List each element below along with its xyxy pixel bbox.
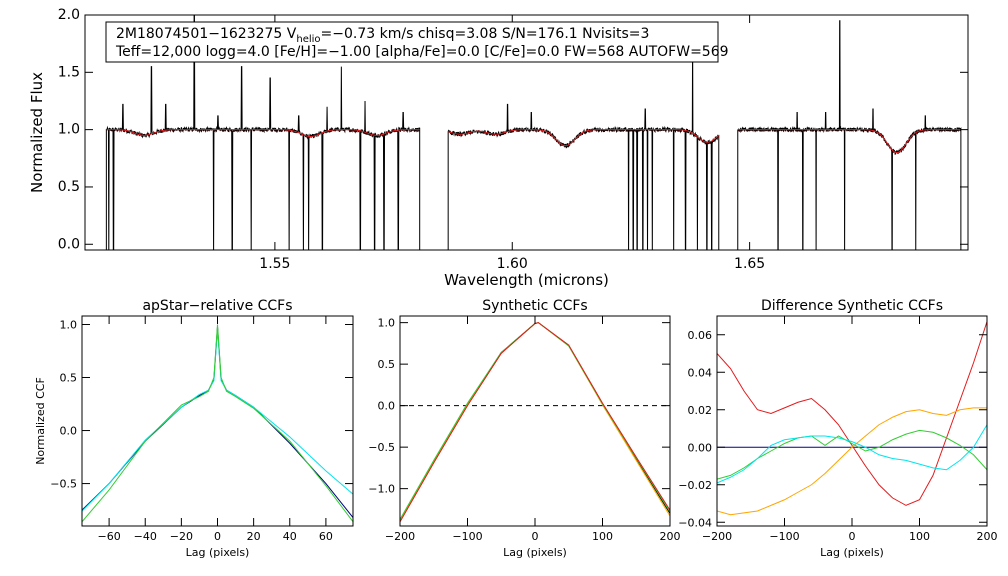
synthetic-ccf-xtick-label: 0 (532, 530, 539, 543)
spectrum-observed-chip-3 (737, 20, 962, 250)
apstar-ccf-xtick-label: 60 (319, 530, 333, 543)
synthetic-ccf-xtick-label: 100 (592, 530, 613, 543)
spectrum-model-chip-1 (106, 129, 420, 138)
difference-ccf-ytick-label: 0.02 (688, 404, 713, 417)
synthetic-ccf-series-syn-2 (400, 322, 670, 522)
difference-ccf-ytick-label: 0.06 (688, 329, 713, 342)
synthetic-ccf-ytick-label: 1.0 (378, 317, 396, 330)
synthetic-ccf-xtick-label: −100 (452, 530, 482, 543)
spectrum-ytick-label: 0.0 (58, 236, 80, 252)
spectrum-xtick-label: 1.55 (259, 256, 290, 272)
difference-ccf-series-diff-green (717, 429, 987, 480)
difference-ccf-series-diff-cyan (717, 424, 987, 484)
spectrum-plot-area (105, 15, 962, 250)
apstar-ccf-xtick-label: −20 (170, 530, 193, 543)
spectrum-ytick-label: 1.5 (58, 64, 80, 80)
spectrum-xtick-label: 1.60 (497, 256, 528, 272)
difference-ccf-ytick-label: −0.04 (678, 516, 712, 529)
apstar-ccf-xtick-label: −40 (134, 530, 157, 543)
annotation-subscript: helio (296, 34, 320, 45)
synthetic-ccf-title: Synthetic CCFs (482, 298, 587, 314)
annotation-values: =−0.73 km/s chisq=3.08 S/N=176.1 Nvisits… (321, 26, 650, 42)
apstar-ccf-series-ccf-2 (82, 328, 353, 512)
spectrum-ytick-label: 2.0 (58, 7, 80, 23)
difference-ccf-axes-frame (716, 315, 988, 527)
spectrum-axes-frame (84, 14, 969, 251)
spectrum-model-chip-2 (448, 129, 720, 147)
synthetic-ccf-ytick-label: 0.0 (378, 400, 396, 413)
difference-ccf-xtick-label: −200 (702, 530, 732, 543)
difference-ccf-xtick-label: 0 (849, 530, 856, 543)
difference-ccf-plot-area (717, 321, 987, 516)
apstar-ccf-ytick-label: −0.5 (50, 478, 77, 491)
synthetic-ccf-series-syn-3 (400, 322, 670, 520)
apstar-ccf-axes-frame (81, 315, 354, 527)
spectrum-ytick-label: 1.0 (58, 122, 80, 138)
apstar-ccf-series-ccf-3 (82, 324, 353, 523)
synthetic-ccf-xlabel: Lag (pixels) (503, 546, 567, 559)
difference-ccf-ytick-label: −0.02 (678, 479, 712, 492)
difference-ccf-xtick-label: −100 (769, 530, 799, 543)
spectrum-model-chip-3 (737, 129, 961, 154)
difference-ccf-xtick-label: 200 (977, 530, 998, 543)
difference-ccf-xtick-label: 100 (909, 530, 930, 543)
apstar-ccf-xtick-label: 20 (247, 530, 261, 543)
apstar-ccf-plot-area (82, 324, 353, 523)
apstar-ccf-ytick-label: 1.0 (60, 318, 78, 331)
spectrum-observed-chip-2 (447, 32, 720, 250)
difference-ccf-series-diff-red (717, 321, 987, 506)
spectrum-ylabel: Normalized Flux (28, 72, 46, 193)
synthetic-ccf-plot-area (400, 322, 670, 523)
synthetic-ccf-axes-frame (399, 315, 671, 527)
spectrum-ytick-label: 0.5 (58, 179, 80, 195)
apstar-ccf-title: apStar−relative CCFs (142, 298, 292, 314)
difference-ccf-series-diff-orange (717, 407, 987, 516)
spectrum-xlabel: Wavelength (microns) (444, 271, 609, 289)
synthetic-ccf-series-syn-4 (400, 322, 670, 523)
spectrum-annotation-line2: Teff=12,000 logg=4.0 [Fe/H]=−1.00 [alpha… (115, 44, 729, 60)
spectrum-xtick-label: 1.65 (734, 256, 765, 272)
synthetic-ccf-xtick-label: 200 (660, 530, 681, 543)
annotation-star-id: 2M18074501−1623275 V (116, 26, 297, 42)
spectrum-annotation-box (105, 21, 719, 63)
spectrum-observed-chip-1 (105, 15, 421, 250)
apstar-ccf-xtick-label: −60 (97, 530, 120, 543)
apstar-ccf-xtick-label: 0 (214, 530, 221, 543)
spectrum-annotation-line1: 2M18074501−1623275 Vhelio=−0.73 km/s chi… (116, 26, 649, 45)
synthetic-ccf-ytick-label: −1.0 (368, 483, 395, 496)
difference-ccf-ytick-label: 0.04 (688, 366, 713, 379)
difference-ccf-ytick-label: 0.00 (688, 441, 713, 454)
synthetic-ccf-series-syn-1 (400, 322, 670, 521)
difference-ccf-title: Difference Synthetic CCFs (761, 298, 943, 314)
difference-ccf-xlabel: Lag (pixels) (820, 546, 884, 559)
apstar-ccf-ylabel: Normalized CCF (34, 377, 47, 465)
synthetic-ccf-ytick-label: 0.5 (378, 358, 396, 371)
apstar-ccf-xtick-label: 40 (283, 530, 297, 543)
synthetic-ccf-xtick-label: −200 (385, 530, 415, 543)
apstar-ccf-xlabel: Lag (pixels) (186, 546, 250, 559)
apstar-ccf-ytick-label: 0.0 (60, 425, 78, 438)
apstar-ccf-ytick-label: 0.5 (60, 372, 78, 385)
apstar-ccf-series-ccf-1 (82, 326, 353, 518)
synthetic-ccf-ytick-label: −0.5 (368, 441, 395, 454)
